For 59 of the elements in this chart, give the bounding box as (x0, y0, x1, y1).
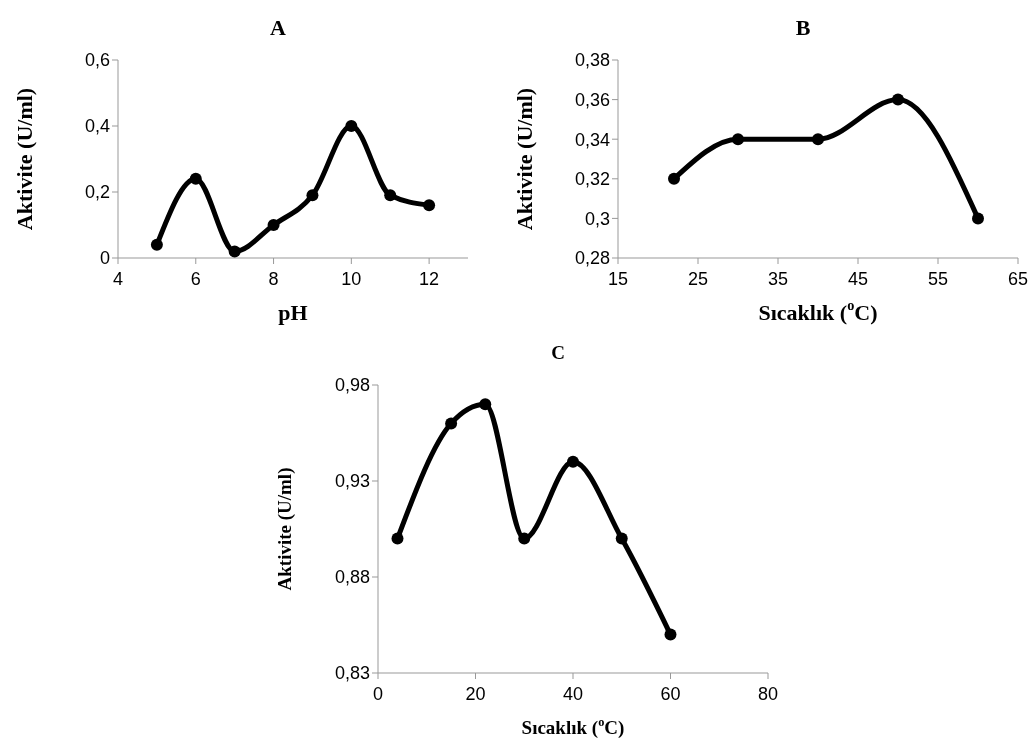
y-tick-label: 0,98 (334, 375, 370, 396)
x-tick-label: 65 (1007, 268, 1029, 289)
x-tick-label: 60 (660, 683, 681, 704)
x-tick-label: 15 (607, 268, 629, 289)
x-tick-label: 8 (268, 268, 279, 289)
chart-title: B (794, 14, 812, 42)
point (664, 628, 677, 641)
x-tick-label: 12 (419, 268, 440, 289)
point (189, 172, 202, 185)
point (615, 532, 628, 545)
y-tick-label: 0,38 (574, 50, 610, 71)
point (972, 212, 984, 225)
point (567, 455, 579, 468)
chart-title: A (269, 14, 287, 42)
point (150, 238, 163, 251)
x-axis-title: Sıcaklık ($^{o}$C) (521, 714, 625, 740)
y-axis-title: Aktivite (U/ml) (274, 467, 297, 591)
y-tick-label: 0,2 (84, 182, 110, 203)
y-tick-label: 0,28 (574, 248, 610, 269)
point (892, 93, 904, 106)
x-tick-label: 20 (465, 683, 486, 704)
y-tick-label: 0,6 (84, 50, 110, 71)
y-tick-label: 0,3 (584, 208, 610, 229)
point (391, 532, 404, 545)
point (812, 133, 824, 146)
y-axis-title: Aktivite (U/ml) (12, 87, 38, 231)
point (732, 133, 744, 146)
x-tick-label: 45 (847, 268, 869, 289)
chart-title: C (550, 341, 566, 365)
x-tick-label: 55 (927, 268, 949, 289)
y-tick-label: 0,88 (334, 567, 370, 588)
point (306, 189, 319, 202)
point (423, 199, 436, 212)
x-tick-label: 40 (562, 683, 584, 704)
point (345, 120, 358, 132)
y-tick-label: 0,36 (574, 89, 610, 110)
x-tick-label: 4 (112, 268, 124, 289)
point (228, 245, 241, 258)
x-tick-label: 6 (190, 268, 201, 289)
x-axis-title: Sıcaklık ($^{o}$C) (758, 297, 878, 326)
y-tick-label: 0,83 (334, 663, 370, 684)
y-tick-label: 0,93 (334, 471, 370, 492)
x-tick-label: 35 (767, 268, 789, 289)
y-tick-label: 0 (99, 248, 110, 269)
x-axis-title: pH (278, 300, 308, 326)
x-tick-label: 80 (757, 683, 779, 704)
y-tick-label: 0,4 (84, 116, 110, 137)
point (445, 417, 458, 430)
x-tick-label: 0 (372, 683, 384, 704)
point (267, 219, 280, 231)
x-tick-label: 10 (341, 268, 362, 289)
y-tick-label: 0,32 (574, 169, 610, 190)
point (384, 189, 397, 202)
point (479, 398, 492, 411)
point (518, 532, 531, 545)
point (668, 172, 680, 185)
y-tick-label: 0,34 (574, 129, 610, 150)
y-axis-title: Aktivite (U/ml) (512, 87, 538, 231)
x-tick-label: 25 (687, 268, 709, 289)
